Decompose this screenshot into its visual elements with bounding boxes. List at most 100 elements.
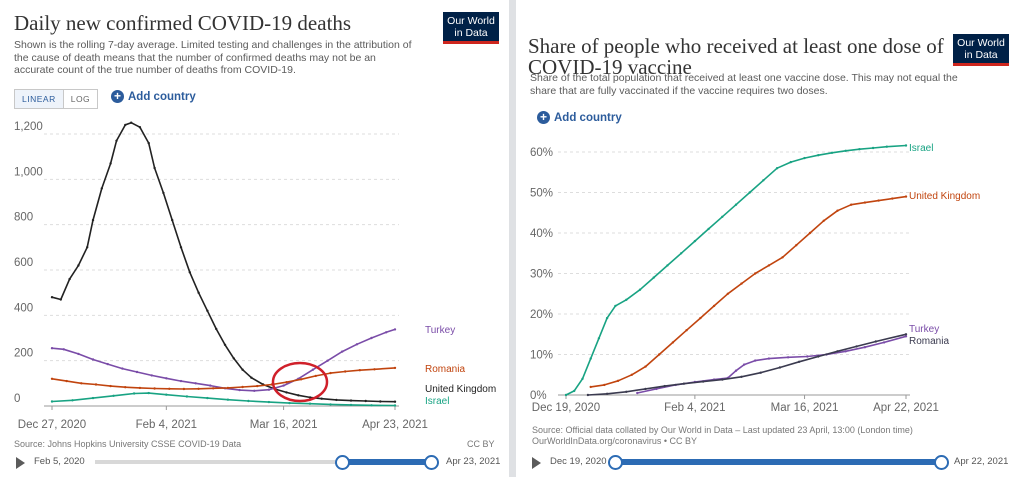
data-point-israel[interactable] <box>370 404 373 407</box>
data-point-united-kingdom[interactable] <box>671 341 675 344</box>
data-point-romania[interactable] <box>778 366 782 369</box>
data-point-turkey[interactable] <box>62 348 65 351</box>
data-point-israel[interactable] <box>226 398 230 401</box>
data-point-israel[interactable] <box>267 400 271 404</box>
data-point-israel[interactable] <box>693 239 697 243</box>
data-point-united-kingdom[interactable] <box>171 218 174 222</box>
data-point-romania[interactable] <box>80 382 83 385</box>
data-point-united-kingdom[interactable] <box>86 246 89 249</box>
timeline-track[interactable] <box>95 460 345 464</box>
data-point-united-kingdom[interactable] <box>162 191 165 195</box>
data-point-israel[interactable] <box>573 389 576 393</box>
linear-scale-button[interactable]: LINEAR <box>15 90 64 108</box>
data-point-united-kingdom[interactable] <box>308 396 312 399</box>
data-point-turkey[interactable] <box>385 331 388 334</box>
data-point-israel[interactable] <box>625 298 628 301</box>
series-label-romania[interactable]: Romania <box>909 336 949 347</box>
data-point-united-kingdom[interactable] <box>850 203 853 206</box>
timeline[interactable]: Dec 19, 2020 Apr 22, 2021 <box>516 452 1024 472</box>
data-point-united-kingdom[interactable] <box>685 329 688 332</box>
add-country-button[interactable]: + Add country <box>537 111 622 124</box>
timeline-selected-range[interactable] <box>342 459 430 465</box>
data-point-romania[interactable] <box>329 371 332 375</box>
data-point-israel[interactable] <box>789 160 792 164</box>
data-point-romania[interactable] <box>393 366 397 370</box>
series-label-turkey[interactable]: Turkey <box>425 325 455 336</box>
data-point-united-kingdom[interactable] <box>68 277 71 281</box>
timeline-selected-range[interactable] <box>616 459 940 465</box>
data-point-turkey[interactable] <box>179 379 183 383</box>
data-point-israel[interactable] <box>614 304 617 308</box>
data-point-israel[interactable] <box>329 403 332 406</box>
data-point-israel[interactable] <box>748 191 751 194</box>
data-point-israel[interactable] <box>71 399 74 402</box>
series-line-turkey[interactable] <box>51 328 396 392</box>
data-point-israel[interactable] <box>112 394 115 397</box>
data-point-turkey[interactable] <box>355 343 359 346</box>
series-label-israel[interactable]: Israel <box>425 396 449 407</box>
data-point-united-kingdom[interactable] <box>147 141 150 145</box>
data-point-united-kingdom[interactable] <box>59 298 62 301</box>
data-point-romania[interactable] <box>226 386 230 390</box>
data-point-turkey[interactable] <box>786 356 790 359</box>
data-point-israel[interactable] <box>50 400 54 403</box>
data-point-turkey[interactable] <box>91 358 95 361</box>
data-point-united-kingdom[interactable] <box>630 373 633 376</box>
series-label-turkey[interactable]: Turkey <box>909 324 939 335</box>
data-point-romania[interactable] <box>701 380 705 383</box>
series-label-united-kingdom[interactable]: United Kingdom <box>425 384 496 395</box>
data-point-united-kingdom[interactable] <box>712 304 716 308</box>
data-point-turkey[interactable] <box>863 346 867 349</box>
data-point-united-kingdom[interactable] <box>836 209 839 212</box>
data-point-turkey[interactable] <box>135 370 139 374</box>
data-point-romania[interactable] <box>586 393 590 397</box>
data-point-united-kingdom[interactable] <box>223 343 227 346</box>
data-point-israel[interactable] <box>393 404 397 407</box>
data-point-israel[interactable] <box>638 288 642 291</box>
data-point-romania[interactable] <box>740 375 743 378</box>
scale-toggle[interactable]: LINEAR LOG <box>14 89 99 109</box>
data-point-israel[interactable] <box>581 377 584 380</box>
data-point-romania[interactable] <box>153 387 156 390</box>
data-point-united-kingdom[interactable] <box>658 353 661 356</box>
data-point-turkey[interactable] <box>77 352 80 356</box>
data-point-israel[interactable] <box>247 399 250 403</box>
data-point-israel[interactable] <box>871 146 875 150</box>
data-point-turkey[interactable] <box>253 389 256 392</box>
data-point-turkey[interactable] <box>370 336 373 340</box>
data-point-united-kingdom[interactable] <box>726 292 729 295</box>
data-point-turkey[interactable] <box>743 363 746 366</box>
data-point-united-kingdom[interactable] <box>115 139 118 142</box>
data-point-united-kingdom[interactable] <box>50 296 54 299</box>
data-point-israel[interactable] <box>666 264 669 267</box>
data-point-israel[interactable] <box>904 144 908 147</box>
data-point-united-kingdom[interactable] <box>153 166 156 170</box>
data-point-turkey[interactable] <box>165 377 168 380</box>
data-point-turkey[interactable] <box>806 355 809 358</box>
data-point-turkey[interactable] <box>326 359 329 362</box>
data-point-romania[interactable] <box>197 387 200 390</box>
data-point-israel[interactable] <box>844 149 847 152</box>
play-icon[interactable] <box>16 457 25 469</box>
data-point-israel[interactable] <box>349 403 353 407</box>
data-point-united-kingdom[interactable] <box>197 291 200 294</box>
data-point-united-kingdom[interactable] <box>179 246 183 249</box>
data-point-united-kingdom[interactable] <box>77 264 80 267</box>
data-point-united-kingdom[interactable] <box>91 218 95 222</box>
data-point-romania[interactable] <box>874 340 877 343</box>
data-point-romania[interactable] <box>314 374 317 378</box>
timeline-end-handle[interactable] <box>424 455 439 470</box>
data-point-turkey[interactable] <box>150 374 153 377</box>
data-point-turkey[interactable] <box>767 357 771 360</box>
data-point-israel[interactable] <box>680 252 683 255</box>
data-point-turkey[interactable] <box>282 384 285 387</box>
data-point-romania[interactable] <box>797 360 801 363</box>
data-point-romania[interactable] <box>256 384 259 388</box>
data-point-romania[interactable] <box>836 350 839 353</box>
data-point-romania[interactable] <box>605 392 609 395</box>
data-point-israel[interactable] <box>206 396 209 400</box>
data-point-romania[interactable] <box>855 345 858 348</box>
data-point-romania[interactable] <box>817 355 820 358</box>
data-point-united-kingdom[interactable] <box>379 400 382 403</box>
data-point-united-kingdom[interactable] <box>699 316 702 320</box>
